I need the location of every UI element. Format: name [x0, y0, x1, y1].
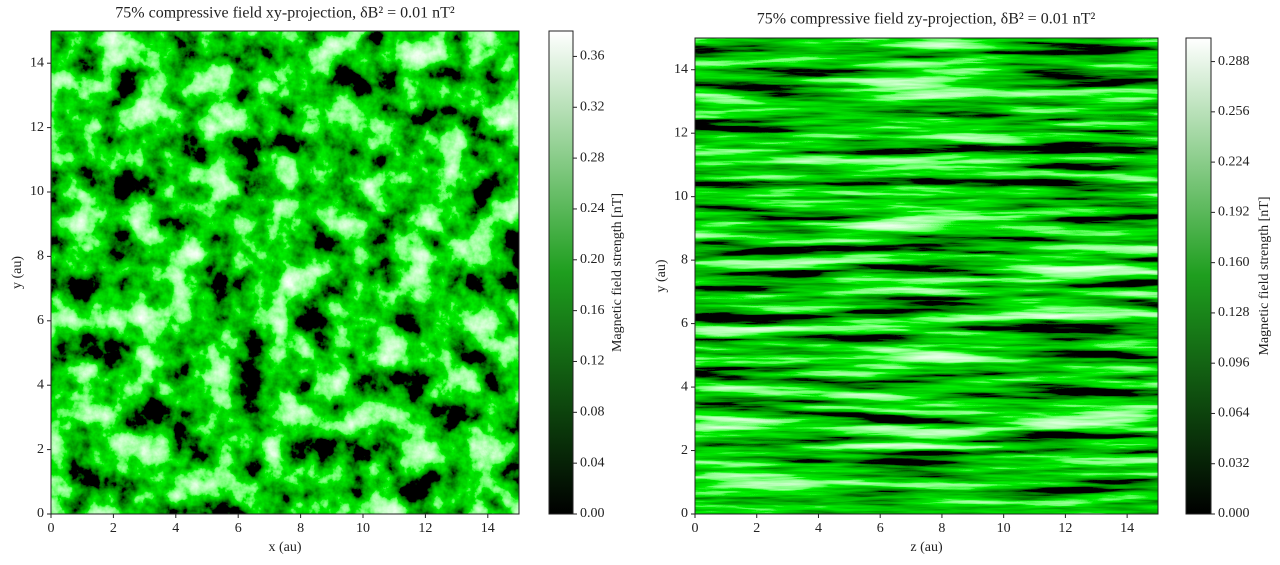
colorbar-tick-label: 0.16 — [580, 303, 605, 318]
x-tick-label: 8 — [297, 521, 304, 536]
colorbar-label: Magnetic field strength [nT] — [610, 193, 625, 352]
colorbar-tick-label: 0.28 — [580, 150, 605, 165]
y-tick-label: 4 — [37, 377, 44, 392]
colorbar-tick-label: 0.128 — [1218, 305, 1250, 320]
plot-frame — [694, 37, 1159, 515]
colorbar-tick-label: 0.192 — [1218, 205, 1250, 220]
y-tick-label: 12 — [30, 120, 44, 135]
colorbar-tick-label: 0.12 — [580, 354, 605, 369]
colorbar-tick-label: 0.00 — [580, 506, 605, 521]
x-tick-label: 0 — [692, 521, 699, 536]
y-tick-label: 8 — [37, 249, 44, 264]
x-axis-label: x (au) — [268, 540, 301, 555]
x-tick-label: 8 — [938, 521, 945, 536]
x-axis-label: z (au) — [910, 540, 943, 555]
colorbar-tick-label: 0.256 — [1218, 104, 1250, 119]
colorbar-tick-label: 0.288 — [1218, 54, 1250, 69]
x-tick-label: 2 — [110, 521, 117, 536]
colorbar-tick-label: 0.04 — [580, 455, 605, 470]
colorbar-tick-label: 0.20 — [580, 252, 605, 267]
colorbar-tick-label: 0.36 — [580, 49, 605, 64]
x-tick-label: 14 — [1120, 521, 1134, 536]
y-tick-label: 8 — [681, 252, 688, 267]
y-tick-label: 2 — [37, 442, 44, 457]
y-tick-label: 10 — [674, 189, 688, 204]
y-tick-label: 12 — [674, 125, 688, 140]
colorbar-tick-label: 0.064 — [1218, 406, 1250, 421]
y-tick-label: 6 — [681, 316, 688, 331]
colorbar-tick-label: 0.24 — [580, 201, 605, 216]
y-tick-label: 6 — [37, 313, 44, 328]
x-tick-label: 2 — [753, 521, 760, 536]
y-axis-label: y (au) — [654, 259, 669, 292]
x-tick-label: 4 — [172, 521, 179, 536]
y-tick-label: 14 — [674, 62, 688, 77]
colorbar-tick-label: 0.08 — [580, 405, 605, 420]
heatmap-field — [695, 38, 1158, 514]
colorbar-tick-label: 0.224 — [1218, 154, 1250, 169]
y-tick-label: 2 — [681, 443, 688, 458]
y-tick-label: 4 — [681, 379, 688, 394]
x-tick-label: 6 — [877, 521, 884, 536]
x-tick-label: 12 — [418, 521, 432, 536]
x-tick-label: 14 — [481, 521, 495, 536]
chart-title: 75% compressive field zy-projection, δB²… — [757, 11, 1096, 28]
plot-frame — [50, 30, 520, 515]
colorbar — [1185, 37, 1212, 515]
y-tick-label: 0 — [37, 506, 44, 521]
colorbar-label: Magnetic field strength [nT] — [1257, 196, 1272, 355]
heatmap-field — [51, 31, 519, 514]
y-axis-label: y (au) — [10, 256, 25, 289]
x-tick-label: 10 — [356, 521, 370, 536]
colorbar-tick-label: 0.032 — [1218, 456, 1250, 471]
colorbar-tick-label: 0.32 — [580, 99, 605, 114]
x-tick-label: 0 — [48, 521, 55, 536]
colorbar-tick-label: 0.160 — [1218, 255, 1250, 270]
y-tick-label: 10 — [30, 184, 44, 199]
x-tick-label: 6 — [235, 521, 242, 536]
y-tick-label: 14 — [30, 55, 44, 70]
y-tick-label: 0 — [681, 506, 688, 521]
chart-title: 75% compressive field xy-projection, δB²… — [115, 5, 455, 22]
colorbar-tick-label: 0.000 — [1218, 506, 1250, 521]
colorbar — [548, 30, 574, 515]
x-tick-label: 10 — [997, 521, 1011, 536]
colorbar-tick-label: 0.096 — [1218, 355, 1250, 370]
x-tick-label: 4 — [815, 521, 822, 536]
x-tick-label: 12 — [1058, 521, 1072, 536]
